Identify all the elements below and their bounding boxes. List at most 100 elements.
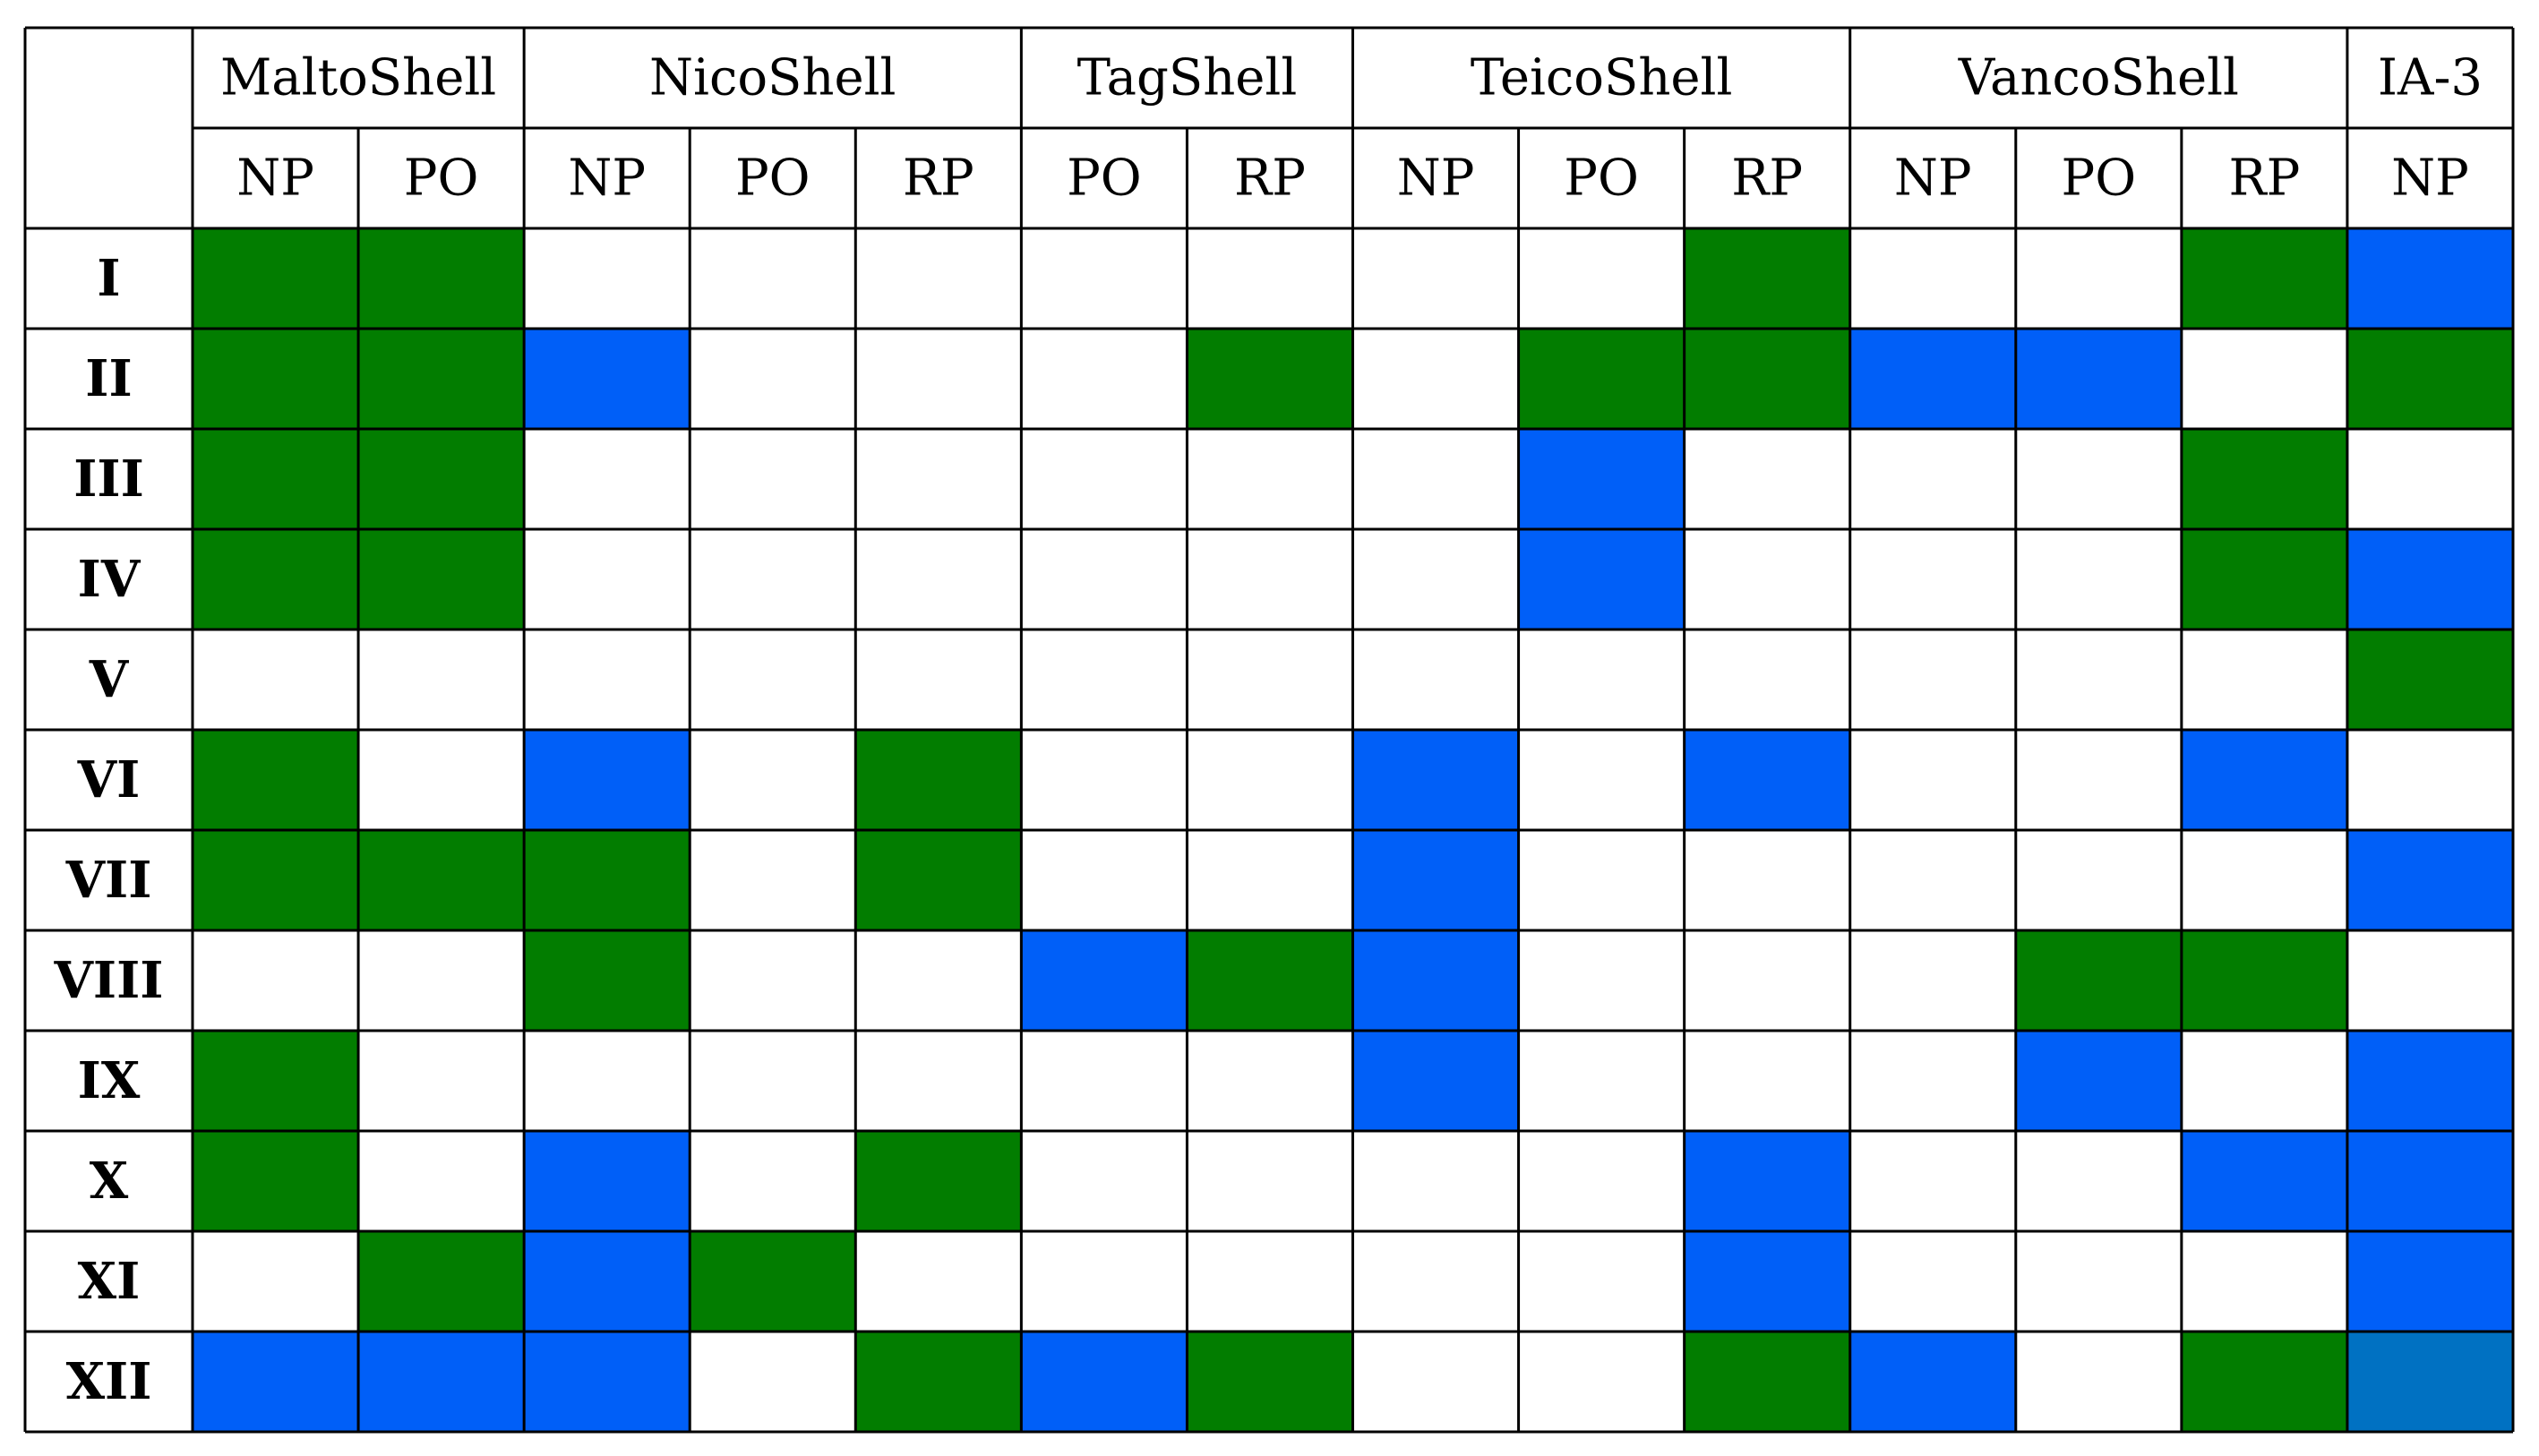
cell-xii-nicoshell-po [690, 1332, 856, 1432]
cell-ii-ia-3-np [2346, 329, 2513, 429]
cell-viii-nicoshell-np [524, 930, 691, 1031]
cell-x-tagshell-rp [1187, 1131, 1353, 1231]
cell-xi-nicoshell-np [524, 1231, 691, 1332]
cell-x-vancoshell-po [2015, 1131, 2182, 1231]
cell-v-tagshell-rp [1187, 630, 1353, 730]
row-label-i: I [97, 249, 120, 308]
cell-x-nicoshell-po [690, 1131, 856, 1231]
row-label-ix: IX [78, 1051, 141, 1110]
cell-xii-nicoshell-rp [855, 1332, 1022, 1432]
cell-vi-teicoshell-po [1518, 730, 1685, 830]
cell-viii-tagshell-rp [1187, 930, 1353, 1031]
cell-viii-teicoshell-po [1518, 930, 1685, 1031]
cell-iii-nicoshell-np [524, 429, 691, 529]
cell-iii-maltoshell-po [358, 429, 525, 529]
subcolumn-nicoshell-np: NP [568, 150, 646, 208]
cell-v-nicoshell-rp [855, 630, 1022, 730]
cell-xii-vancoshell-rp [2181, 1332, 2347, 1432]
cell-vi-ia-3-np [2346, 730, 2513, 830]
cell-iii-vancoshell-np [1849, 429, 2016, 529]
row-label-v: V [89, 650, 130, 709]
cell-vi-nicoshell-rp [855, 730, 1022, 830]
cell-iv-nicoshell-po [690, 529, 856, 630]
cell-i-nicoshell-rp [855, 228, 1022, 329]
column-group-maltoshell: MaltoShell [220, 49, 496, 107]
cell-xi-nicoshell-rp [855, 1231, 1022, 1332]
cell-iv-vancoshell-rp [2181, 529, 2347, 630]
cell-ix-teicoshell-po [1518, 1031, 1685, 1131]
cell-ii-tagshell-po [1021, 329, 1188, 429]
subcolumn-tagshell-rp: RP [1234, 150, 1306, 208]
cell-i-vancoshell-np [1849, 228, 2016, 329]
grid-lines [23, 26, 2515, 1434]
cell-vii-tagshell-rp [1187, 830, 1353, 930]
cell-v-vancoshell-po [2015, 630, 2182, 730]
cell-vi-maltoshell-np [193, 730, 359, 830]
cell-v-ia-3-np [2346, 630, 2513, 730]
cell-iv-vancoshell-np [1849, 529, 2016, 630]
cell-xi-maltoshell-po [358, 1231, 525, 1332]
cell-xi-teicoshell-np [1352, 1231, 1519, 1332]
cell-v-vancoshell-rp [2181, 630, 2347, 730]
subcolumn-maltoshell-np: NP [236, 150, 314, 208]
cell-xii-tagshell-rp [1187, 1332, 1353, 1432]
cell-iii-nicoshell-po [690, 429, 856, 529]
cell-xi-ia-3-np [2346, 1231, 2513, 1332]
row-label-x: X [90, 1152, 129, 1211]
cell-iv-tagshell-rp [1187, 529, 1353, 630]
cell-x-tagshell-po [1021, 1131, 1188, 1231]
cell-ix-teicoshell-np [1352, 1031, 1519, 1131]
cell-iii-teicoshell-np [1352, 429, 1519, 529]
cell-viii-vancoshell-po [2015, 930, 2182, 1031]
subcolumn-teicoshell-np: NP [1397, 150, 1475, 208]
cell-xi-vancoshell-np [1849, 1231, 2016, 1332]
cell-viii-nicoshell-rp [855, 930, 1022, 1031]
cell-iv-vancoshell-po [2015, 529, 2182, 630]
cell-x-ia-3-np [2346, 1131, 2513, 1231]
row-label-xii: XII [66, 1352, 152, 1411]
cell-v-nicoshell-po [690, 630, 856, 730]
cell-i-maltoshell-po [358, 228, 525, 329]
cell-ix-nicoshell-po [690, 1031, 856, 1131]
labels-layer: MaltoShell NicoShell TagShell TeicoShell Van… [53, 49, 2483, 1412]
column-group-teicoshell: TeicoShell [1471, 49, 1733, 107]
cell-x-teicoshell-po [1518, 1131, 1685, 1231]
cell-v-teicoshell-np [1352, 630, 1519, 730]
cell-ii-vancoshell-po [2015, 329, 2182, 429]
cell-xi-tagshell-po [1021, 1231, 1188, 1332]
column-group-vancoshell: VancoShell [1958, 49, 2239, 107]
cell-viii-maltoshell-po [358, 930, 525, 1031]
cell-ix-tagshell-po [1021, 1031, 1188, 1131]
cell-vii-teicoshell-rp [1684, 830, 1850, 930]
cell-vi-vancoshell-po [2015, 730, 2182, 830]
cell-iv-teicoshell-rp [1684, 529, 1850, 630]
cell-ix-nicoshell-rp [855, 1031, 1022, 1131]
cell-vii-maltoshell-po [358, 830, 525, 930]
cells-layer [193, 228, 2513, 1432]
cell-ii-teicoshell-np [1352, 329, 1519, 429]
cell-iii-maltoshell-np [193, 429, 359, 529]
cell-xi-vancoshell-rp [2181, 1231, 2347, 1332]
cell-iii-vancoshell-po [2015, 429, 2182, 529]
subcolumn-ia-3-np: NP [2391, 150, 2469, 208]
cell-vi-teicoshell-np [1352, 730, 1519, 830]
cell-xii-teicoshell-np [1352, 1332, 1519, 1432]
cell-vii-nicoshell-np [524, 830, 691, 930]
cell-vi-tagshell-po [1021, 730, 1188, 830]
cell-xii-maltoshell-po [358, 1332, 525, 1432]
cell-xii-teicoshell-po [1518, 1332, 1685, 1432]
subcolumn-nicoshell-rp: RP [903, 150, 974, 208]
cell-i-tagshell-po [1021, 228, 1188, 329]
cell-i-maltoshell-np [193, 228, 359, 329]
cell-xi-tagshell-rp [1187, 1231, 1353, 1332]
row-label-xi: XI [78, 1252, 141, 1311]
cell-xii-nicoshell-np [524, 1332, 691, 1432]
cell-i-teicoshell-np [1352, 228, 1519, 329]
cell-xi-nicoshell-po [690, 1231, 856, 1332]
column-group-ia-3: IA-3 [2378, 49, 2483, 107]
subcolumn-maltoshell-po: PO [404, 150, 479, 208]
row-label-vii: VII [65, 851, 152, 910]
row-label-vi: VI [77, 750, 141, 809]
cell-iv-ia-3-np [2346, 529, 2513, 630]
cell-x-maltoshell-np [193, 1131, 359, 1231]
